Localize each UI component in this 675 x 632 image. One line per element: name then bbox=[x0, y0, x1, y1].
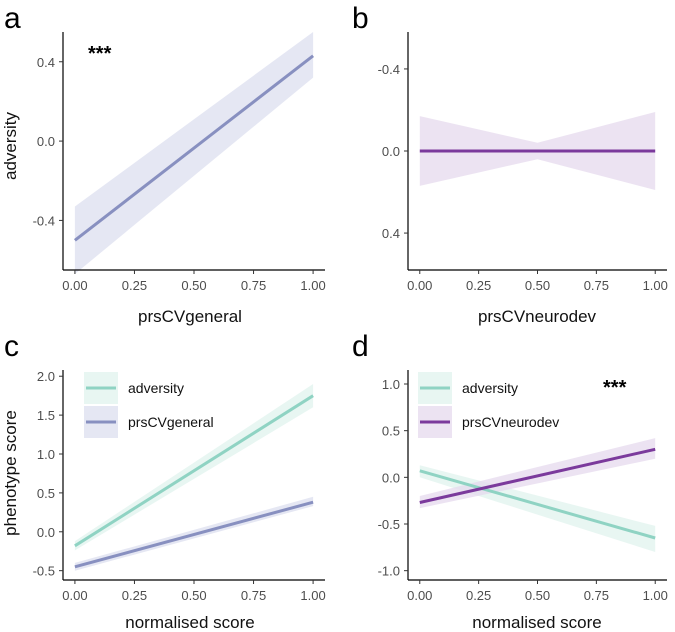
y-axis-title-a: adversity bbox=[1, 111, 20, 180]
x-tick-label-a: 0.75 bbox=[241, 278, 266, 293]
x-tick-label-d: 0.50 bbox=[525, 588, 550, 603]
y-tick-label-a: -0.4 bbox=[33, 213, 55, 228]
x-tick-label-a: 0.00 bbox=[62, 278, 87, 293]
x-tick-label-a: 1.00 bbox=[300, 278, 325, 293]
x-tick-label-d: 1.00 bbox=[643, 588, 668, 603]
x-tick-label-c: 0.75 bbox=[241, 588, 266, 603]
ci-band-a-0 bbox=[74, 32, 314, 274]
legend-label-c-0: adversity bbox=[128, 380, 184, 396]
panel-letter-a: a bbox=[4, 2, 21, 35]
plot-area-b: 0.00 0.25 0.50 0.75 1.00 -0.4 0.0 0.4 bbox=[378, 32, 668, 293]
x-tick-label-b: 0.25 bbox=[466, 278, 491, 293]
y-tick-label-b: -0.4 bbox=[378, 62, 400, 77]
plot-area-c: 0.00 0.25 0.50 0.75 1.00 2.0 1.5 1.0 0.5 0.0 -0.5 a… bbox=[33, 369, 326, 603]
y-tick-label-d: 0.5 bbox=[382, 424, 400, 439]
y-tick-label-c: 1.0 bbox=[37, 447, 55, 462]
series-line-d-0 bbox=[419, 469, 656, 540]
y-tick-label-b: 0.4 bbox=[382, 226, 400, 241]
x-tick-label-b: 0.00 bbox=[407, 278, 432, 293]
panel-letter-d: d bbox=[352, 330, 369, 363]
series-line-d-1 bbox=[419, 447, 656, 504]
x-tick-label-c: 0.25 bbox=[122, 588, 147, 603]
x-tick-label-b: 0.50 bbox=[525, 278, 550, 293]
legend-label-d-0: adversity bbox=[462, 380, 518, 396]
x-tick-label-c: 0.00 bbox=[62, 588, 87, 603]
legend-label-d-1: prsCVneurodev bbox=[462, 414, 559, 430]
y-tick-label-b: 0.0 bbox=[382, 144, 400, 159]
panel-letter-c: c bbox=[4, 330, 19, 363]
x-axis-title-c: normalised score bbox=[125, 613, 254, 632]
x-tick-label-c: 1.00 bbox=[300, 588, 325, 603]
y-tick-label-d: -1.0 bbox=[378, 564, 400, 579]
panel-d: d *** 0.00 0.25 0.50 0.75 1.00 1.0 0.5 0.0 -0.5 -… bbox=[352, 330, 668, 632]
y-tick-label-d: -0.5 bbox=[378, 517, 400, 532]
y-tick-label-c: -0.5 bbox=[33, 564, 55, 579]
legend-label-c-1: prsCVgeneral bbox=[128, 414, 214, 430]
series-line-c-1 bbox=[74, 500, 314, 569]
y-tick-label-d: 1.0 bbox=[382, 377, 400, 392]
x-tick-label-d: 0.75 bbox=[584, 588, 609, 603]
y-tick-label-c: 2.0 bbox=[37, 369, 55, 384]
series-line-a-0 bbox=[73, 54, 315, 242]
panel-c: c 0.00 0.25 0.50 0.75 1.00 2.0 1.5 1.0 0.5 0.0 -0.… bbox=[1, 330, 326, 632]
y-axis-title-c: phenotype score bbox=[1, 410, 20, 536]
x-tick-label-d: 0.00 bbox=[407, 588, 432, 603]
significance-mark-a: *** bbox=[88, 43, 112, 65]
significance-mark-d: *** bbox=[603, 377, 627, 399]
panel-b: b 0.00 0.25 0.50 0.75 1.00 -0.4 0.0 0.4 prsCVne… bbox=[352, 2, 668, 326]
y-tick-label-a: 0.4 bbox=[37, 55, 55, 70]
panel-letter-b: b bbox=[352, 2, 369, 35]
y-tick-label-c: 0.5 bbox=[37, 486, 55, 501]
panel-a: a *** 0.00 0.25 0.50 0.75 1.00 0.4 0.0 -0.4 prs… bbox=[1, 2, 326, 326]
x-tick-label-c: 0.50 bbox=[181, 588, 206, 603]
y-tick-label-d: 0.0 bbox=[382, 470, 400, 485]
plot-area-a: 0.00 0.25 0.50 0.75 1.00 0.4 0.0 -0.4 bbox=[33, 32, 326, 293]
x-tick-label-b: 0.75 bbox=[584, 278, 609, 293]
x-tick-label-b: 1.00 bbox=[643, 278, 668, 293]
x-axis-title-d: normalised score bbox=[472, 613, 601, 632]
series-line-c-0 bbox=[74, 394, 314, 548]
legend-d: adversity prsCVneurodev bbox=[418, 372, 559, 438]
y-tick-label-c: 1.5 bbox=[37, 408, 55, 423]
x-axis-title-a: prsCVgeneral bbox=[138, 307, 242, 326]
legend-c: adversity prsCVgeneral bbox=[84, 372, 214, 438]
x-tick-label-d: 0.25 bbox=[466, 588, 491, 603]
y-tick-label-c: 0.0 bbox=[37, 525, 55, 540]
x-tick-label-a: 0.25 bbox=[122, 278, 147, 293]
x-axis-title-b: prsCVneurodev bbox=[478, 307, 597, 326]
plot-area-d: 0.00 0.25 0.50 0.75 1.00 1.0 0.5 0.0 -0.5 -1.0 adv… bbox=[378, 370, 668, 603]
x-tick-label-a: 0.50 bbox=[181, 278, 206, 293]
y-tick-label-a: 0.0 bbox=[37, 134, 55, 149]
